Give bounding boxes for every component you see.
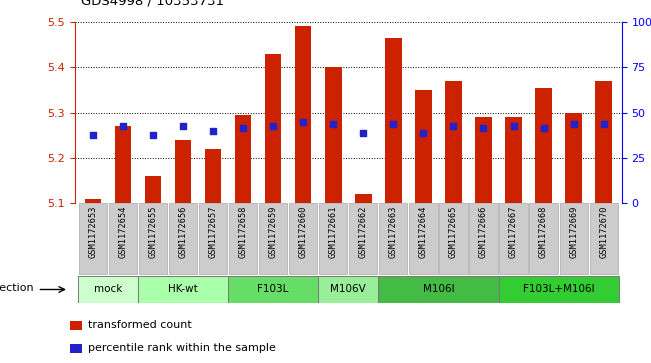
Bar <box>475 117 492 203</box>
Point <box>358 130 368 136</box>
Bar <box>380 203 408 274</box>
Bar <box>259 203 287 274</box>
Text: GSM1172662: GSM1172662 <box>359 205 368 258</box>
Text: GSM1172654: GSM1172654 <box>118 205 128 258</box>
Bar <box>70 321 82 330</box>
Bar <box>318 276 378 303</box>
Bar <box>559 203 588 274</box>
Text: GSM1172661: GSM1172661 <box>329 205 338 258</box>
Text: GSM1172657: GSM1172657 <box>208 205 217 258</box>
Bar <box>445 81 462 203</box>
Point <box>508 123 519 129</box>
Bar <box>199 203 227 274</box>
Text: GSM1172664: GSM1172664 <box>419 205 428 258</box>
Bar <box>289 203 317 274</box>
Bar <box>70 344 82 353</box>
Point <box>538 126 549 131</box>
Text: GSM1172655: GSM1172655 <box>148 205 158 258</box>
Point <box>268 123 279 129</box>
Bar <box>349 203 378 274</box>
Text: GSM1172659: GSM1172659 <box>269 205 278 258</box>
Point <box>118 123 128 129</box>
Bar <box>535 87 552 203</box>
Bar <box>115 126 132 203</box>
Point <box>598 121 609 127</box>
Point <box>298 119 309 125</box>
Bar <box>169 203 197 274</box>
Bar <box>355 194 372 203</box>
Point <box>449 123 459 129</box>
Text: GSM1172656: GSM1172656 <box>178 205 187 258</box>
Bar <box>565 113 582 203</box>
Point <box>148 132 158 138</box>
Bar <box>378 276 499 303</box>
Bar <box>295 26 311 203</box>
Text: percentile rank within the sample: percentile rank within the sample <box>87 343 275 353</box>
Text: M106V: M106V <box>331 285 366 294</box>
Bar <box>499 276 618 303</box>
Bar <box>145 176 161 203</box>
Bar <box>229 203 257 274</box>
Bar <box>235 115 251 203</box>
Point <box>88 132 98 138</box>
Bar <box>529 203 558 274</box>
Point <box>478 126 489 131</box>
Point <box>238 126 248 131</box>
Bar <box>409 203 437 274</box>
Bar <box>79 203 107 274</box>
Text: GSM1172668: GSM1172668 <box>539 205 548 258</box>
Text: GSM1172663: GSM1172663 <box>389 205 398 258</box>
Bar <box>439 203 467 274</box>
Bar <box>174 140 191 203</box>
Point <box>568 121 579 127</box>
Point <box>418 130 428 136</box>
Text: GSM1172665: GSM1172665 <box>449 205 458 258</box>
Bar <box>415 90 432 203</box>
Text: F103L+M106I: F103L+M106I <box>523 285 594 294</box>
Bar <box>499 203 528 274</box>
Text: GSM1172670: GSM1172670 <box>599 205 608 258</box>
Bar <box>109 203 137 274</box>
Point <box>178 123 188 129</box>
Point <box>328 121 339 127</box>
Bar <box>85 199 101 203</box>
Bar <box>265 53 281 203</box>
Text: HK-wt: HK-wt <box>168 285 198 294</box>
Text: GSM1172653: GSM1172653 <box>89 205 98 258</box>
Bar <box>385 38 402 203</box>
Bar <box>469 203 497 274</box>
Bar <box>78 276 138 303</box>
Text: M106I: M106I <box>422 285 454 294</box>
Bar <box>319 203 348 274</box>
Bar <box>205 149 221 203</box>
Text: infection: infection <box>0 283 34 293</box>
Text: F103L: F103L <box>258 285 289 294</box>
Text: GSM1172666: GSM1172666 <box>479 205 488 258</box>
Text: GSM1172658: GSM1172658 <box>239 205 247 258</box>
Text: GSM1172660: GSM1172660 <box>299 205 308 258</box>
Point <box>388 121 398 127</box>
Bar <box>139 203 167 274</box>
Text: GDS4998 / 10353731: GDS4998 / 10353731 <box>81 0 225 7</box>
Text: transformed count: transformed count <box>87 320 191 330</box>
Bar <box>228 276 318 303</box>
Text: mock: mock <box>94 285 122 294</box>
Bar <box>505 117 522 203</box>
Bar <box>325 67 342 203</box>
Text: GSM1172667: GSM1172667 <box>509 205 518 258</box>
Point <box>208 128 218 134</box>
Bar <box>596 81 612 203</box>
Text: GSM1172669: GSM1172669 <box>569 205 578 258</box>
Bar <box>138 276 228 303</box>
Bar <box>590 203 618 274</box>
